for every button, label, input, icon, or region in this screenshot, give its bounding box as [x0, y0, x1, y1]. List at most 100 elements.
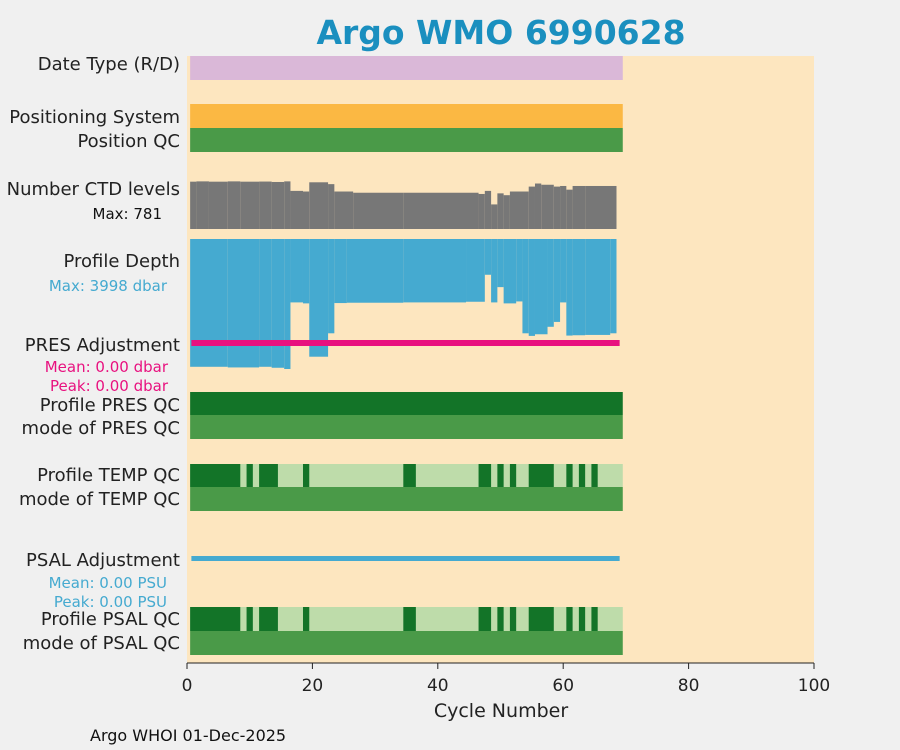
ctd-levels-series [190, 181, 617, 229]
ctd-levels-bar [484, 190, 492, 229]
profile-depth-bar [259, 239, 272, 367]
profile-depth-bar [547, 239, 554, 327]
ctd-levels-bar [491, 204, 498, 229]
profile-depth-bar [346, 239, 404, 303]
profile-temp-qc-flag-segment [259, 464, 278, 487]
ctd-levels-bar [302, 191, 310, 229]
position-qc-bar [190, 128, 623, 152]
row-label-pres-adjustment: PRES Adjustment [25, 335, 180, 356]
profile-depth-bar [522, 239, 529, 334]
profile-temp-qc-flag-segment [566, 464, 573, 487]
profile-depth-bar [516, 239, 523, 302]
x-tick-label: 60 [552, 676, 574, 696]
profile-depth-bar [491, 239, 498, 303]
ctd-levels-bar [227, 181, 241, 229]
ctd-levels-bar [503, 195, 510, 229]
profile-depth-bar [271, 239, 285, 368]
profile-temp-qc-flag-segment [509, 464, 517, 487]
ctd-levels-bar [585, 185, 617, 229]
profile-psal-qc-flag-segment [403, 607, 416, 631]
mode-temp-qc-bar [190, 487, 623, 511]
profile-temp-qc-flag-segment [403, 464, 416, 487]
x-axis-ticks: 0 20 40 60 80 100 [182, 663, 830, 696]
profile-psal-qc-flag-segment [578, 607, 586, 631]
psal-adjustment-mean-note: Mean: 0.00 PSU [49, 574, 167, 592]
profile-temp-qc-flag-segment [497, 464, 504, 487]
mode-psal-qc-bar [190, 631, 623, 655]
profile-depth-bar [610, 239, 617, 334]
date-type-bar [190, 56, 623, 80]
profile-depth-bar [466, 239, 485, 302]
row-label-date-type: Date Type (R/D) [38, 54, 180, 75]
row-label-mode-psal-qc: mode of PSAL QC [23, 633, 180, 654]
row-label-mode-pres-qc: mode of PRES QC [22, 418, 180, 439]
profile-psal-qc-flag-segment [478, 607, 492, 631]
plot-background [187, 56, 814, 663]
positioning-system-bar [190, 104, 623, 128]
ctd-levels-bar [497, 193, 504, 229]
x-tick-label: 100 [798, 676, 830, 696]
row-label-mode-temp-qc: mode of TEMP QC [19, 489, 180, 510]
profile-pres-qc-bar [190, 392, 623, 415]
ctd-levels-bar [509, 191, 529, 229]
profile-depth-bar [534, 239, 548, 335]
x-axis-label: Cycle Number [434, 700, 568, 722]
profile-depth-bar [309, 239, 329, 357]
x-tick-label: 0 [182, 676, 193, 696]
pres-adjustment-mean-note: Mean: 0.00 dbar [45, 358, 169, 376]
ctd-levels-bar [208, 181, 228, 229]
profile-psal-qc-flag-segment [591, 607, 598, 631]
x-tick-label: 80 [678, 676, 700, 696]
ctd-levels-bar [553, 186, 561, 229]
profile-psal-qc-flag-segment [190, 607, 241, 631]
profile-depth-bar [484, 239, 492, 275]
pres-adjustment-peak-note: Peak: 0.00 dbar [50, 377, 169, 395]
row-label-positioning-system: Positioning System [9, 107, 180, 128]
ctd-levels-bar [572, 185, 586, 229]
profile-depth-bar [560, 239, 567, 303]
profile-depth-bar [290, 239, 303, 303]
ctd-levels-bar [403, 192, 479, 229]
profile-psal-qc-flag-segment [246, 607, 253, 631]
row-bars [190, 56, 623, 655]
profile-temp-qc-flag-segment [528, 464, 554, 487]
profile-temp-qc-flag-segment [302, 464, 310, 487]
profile-depth-bar [190, 239, 228, 367]
ctd-levels-bar [271, 181, 285, 229]
profile-depth-max-note: Max: 3998 dbar [49, 277, 168, 295]
profile-temp-qc-flag-segment [578, 464, 586, 487]
ctd-levels-bar [334, 191, 354, 229]
ctd-levels-bar [240, 181, 260, 229]
adjustment-lines [191, 340, 620, 561]
row-label-profile-pres-qc: Profile PRES QC [40, 395, 180, 416]
profile-psal-qc-flag-segment [566, 607, 573, 631]
ctd-levels-bar [528, 186, 535, 229]
ctd-levels-bar [259, 181, 272, 229]
row-label-profile-psal-qc: Profile PSAL QC [41, 609, 180, 630]
row-label-profile-depth: Profile Depth [63, 251, 180, 272]
profile-depth-bar [572, 239, 586, 336]
row-label-profile-temp-qc: Profile TEMP QC [37, 465, 180, 486]
psal-adjustment-line [191, 556, 620, 561]
ctd-levels-bar [328, 184, 335, 229]
row-label-position-qc: Position QC [77, 131, 180, 152]
profile-psal-qc-flag-segment [302, 607, 310, 631]
profile-depth-bar [503, 239, 517, 304]
pres-adjustment-line [191, 340, 620, 346]
profile-depth-bar [284, 239, 291, 369]
profile-depth-bar [553, 239, 561, 322]
ctd-levels-bar [353, 192, 404, 229]
profile-psal-qc-flag-segment [528, 607, 554, 631]
ctd-levels-bar [541, 184, 554, 229]
ctd-levels-max-note: Max: 781 [93, 205, 162, 223]
profile-psal-qc-flag-segment [497, 607, 504, 631]
profile-temp-qc-flag-segment [190, 464, 241, 487]
profile-depth-bar [302, 239, 310, 304]
ctd-levels-bar [196, 181, 209, 229]
profile-depth-series [190, 239, 617, 369]
ctd-levels-bar [309, 182, 329, 229]
profile-temp-qc-flag-segment [478, 464, 492, 487]
profile-depth-bar [403, 239, 467, 303]
ctd-levels-bar [284, 181, 291, 229]
mode-pres-qc-bar [190, 415, 623, 439]
